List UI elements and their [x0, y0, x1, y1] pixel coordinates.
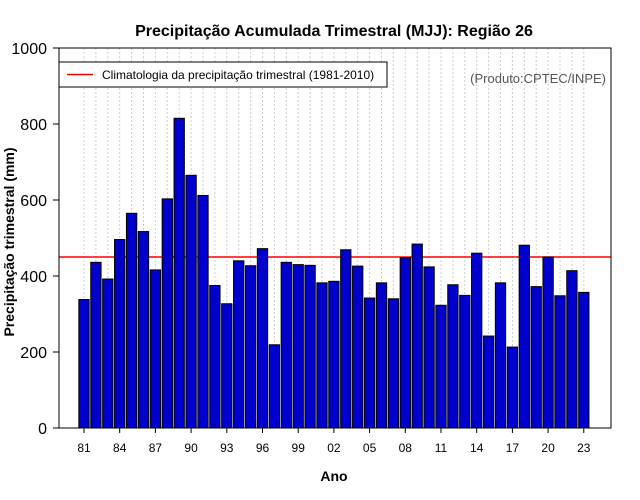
legend-box: [58, 61, 388, 88]
x-tick-label: 20: [541, 441, 555, 455]
bar-2005: [363, 297, 376, 429]
x-tick-label: 02: [327, 441, 341, 455]
legend: Climatologia da precipitação trimestral …: [58, 61, 388, 88]
bar-1995: [244, 265, 257, 429]
bar-1985: [125, 212, 138, 429]
bar-2017: [506, 346, 519, 429]
bar-2009: [411, 243, 423, 429]
bar-1994: [233, 260, 245, 429]
bar-2015: [482, 335, 495, 429]
bars-layer: [78, 117, 590, 429]
x-tick-label: 23: [577, 441, 591, 455]
bar-1989: [173, 117, 185, 429]
bar-2001: [316, 282, 328, 429]
bar-2011: [435, 304, 447, 429]
bar-2010: [423, 266, 435, 429]
bar-2022: [566, 270, 578, 429]
x-tick-label: 90: [184, 441, 198, 455]
legend-label: Climatologia da precipitação trimestral …: [102, 68, 374, 82]
bar-1984: [114, 239, 126, 429]
x-tick-label: 08: [399, 441, 413, 455]
bar-1981: [78, 299, 90, 429]
y-tick-label: 0: [38, 421, 47, 438]
bar-2020: [542, 256, 554, 429]
plot-frame: [58, 47, 612, 429]
bar-2002: [328, 280, 340, 429]
x-tick-label: 87: [149, 441, 163, 455]
y-tick-label: 200: [20, 345, 47, 362]
bar-1991: [197, 194, 209, 429]
bar-2012: [447, 284, 459, 429]
x-tick-label: 96: [256, 441, 270, 455]
bar-2019: [530, 286, 542, 429]
source-note: (Produto:CPTEC/INPE): [470, 71, 606, 86]
bar-2014: [471, 252, 483, 429]
bar-2004: [352, 265, 364, 429]
bar-2000: [304, 264, 316, 429]
bar-1987: [149, 269, 162, 429]
y-axis: 0 200 400 600 800 1000: [11, 41, 59, 438]
chart-title: Precipitação Acumulada Trimestral (MJJ):…: [135, 23, 533, 40]
y-axis-label: Precipitação trimestral (mm): [1, 147, 17, 336]
bar-2023: [578, 291, 590, 429]
bar-1982: [90, 261, 102, 429]
bar-2003: [340, 249, 352, 429]
x-axis-label: Ano: [320, 468, 347, 484]
bar-2013: [459, 294, 471, 429]
x-tick-label: 14: [470, 441, 484, 455]
bar-2018: [518, 244, 530, 429]
bar-2016: [494, 282, 507, 429]
x-axis: 81 84 87 90 93 96 99 02 05 08 11 14 17 20 23: [77, 428, 591, 455]
bar-1999: [292, 264, 304, 429]
x-tick-label: 17: [506, 441, 520, 455]
y-tick-label: 800: [20, 117, 47, 134]
bar-2008: [399, 257, 411, 429]
bar-2021: [554, 295, 566, 429]
bar-1990: [185, 174, 197, 429]
bar-1986: [137, 231, 150, 429]
bar-1992: [209, 285, 221, 429]
bar-2007: [387, 298, 400, 429]
bar-1988: [161, 198, 173, 429]
bar-1996: [256, 248, 269, 429]
bar-1983: [102, 278, 114, 429]
x-tick-label: 84: [113, 441, 127, 455]
bar-1997: [268, 344, 281, 429]
y-tick-label: 600: [20, 193, 47, 210]
bar-1993: [221, 303, 233, 429]
y-tick-label: 1000: [11, 41, 47, 58]
x-tick-label: 99: [292, 441, 306, 455]
x-tick-label: 93: [220, 441, 234, 455]
x-tick-label: 05: [363, 441, 377, 455]
bar-1998: [280, 261, 292, 429]
x-tick-label: 81: [77, 441, 91, 455]
y-tick-label: 400: [20, 269, 47, 286]
x-tick-label: 11: [435, 441, 448, 455]
bar-2006: [375, 282, 388, 429]
